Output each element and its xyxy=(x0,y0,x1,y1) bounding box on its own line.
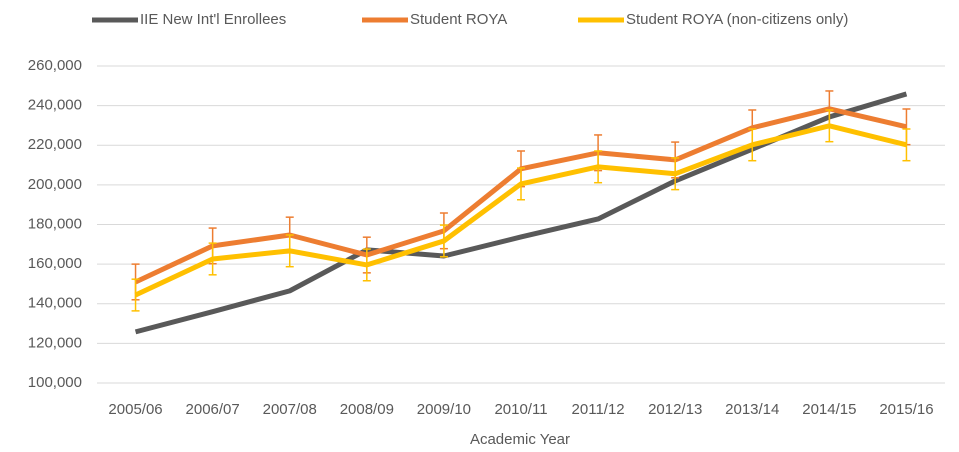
series-line xyxy=(134,91,908,335)
y-tick-label: 180,000 xyxy=(28,215,82,232)
x-tick-label: 2009/10 xyxy=(417,401,471,418)
y-tick-label: 140,000 xyxy=(28,295,82,312)
y-tick-label: 240,000 xyxy=(28,97,82,114)
x-tick-label: 2011/12 xyxy=(572,401,625,418)
y-tick-label: 100,000 xyxy=(28,374,82,391)
error-bar xyxy=(439,224,448,258)
y-tick-label: 200,000 xyxy=(28,176,82,193)
x-tick-label: 2006/07 xyxy=(186,401,240,418)
x-tick-label: 2010/11 xyxy=(494,401,547,418)
x-tick-label: 2008/09 xyxy=(340,401,394,418)
y-tick-label: 260,000 xyxy=(28,57,82,74)
y-tick-label: 160,000 xyxy=(28,255,82,272)
x-tick-label: 2014/15 xyxy=(802,401,856,418)
x-tick-label: 2012/13 xyxy=(648,401,702,418)
error-bar xyxy=(362,248,371,282)
error-bar xyxy=(902,128,911,162)
y-tick-label: 120,000 xyxy=(28,334,82,351)
error-bar xyxy=(594,150,603,184)
legend-label: Student ROYA xyxy=(410,11,507,28)
error-bar xyxy=(208,242,217,276)
error-bar xyxy=(748,128,757,162)
error-bar xyxy=(285,234,294,268)
x-tick-label: 2005/06 xyxy=(108,401,162,418)
x-tick-label: 2015/16 xyxy=(879,401,933,418)
error-bar xyxy=(517,167,525,201)
error-bar xyxy=(671,157,680,191)
x-axis-label: Academic Year xyxy=(470,431,570,448)
legend-label: Student ROYA (non-citizens only) xyxy=(626,11,848,28)
error-bar xyxy=(131,278,140,312)
y-tick-label: 220,000 xyxy=(28,136,82,153)
error-bar xyxy=(825,109,834,143)
x-tick-label: 2007/08 xyxy=(263,401,317,418)
x-tick-label: 2013/14 xyxy=(725,401,779,418)
legend-label: IIE New Int'l Enrollees xyxy=(140,11,286,28)
